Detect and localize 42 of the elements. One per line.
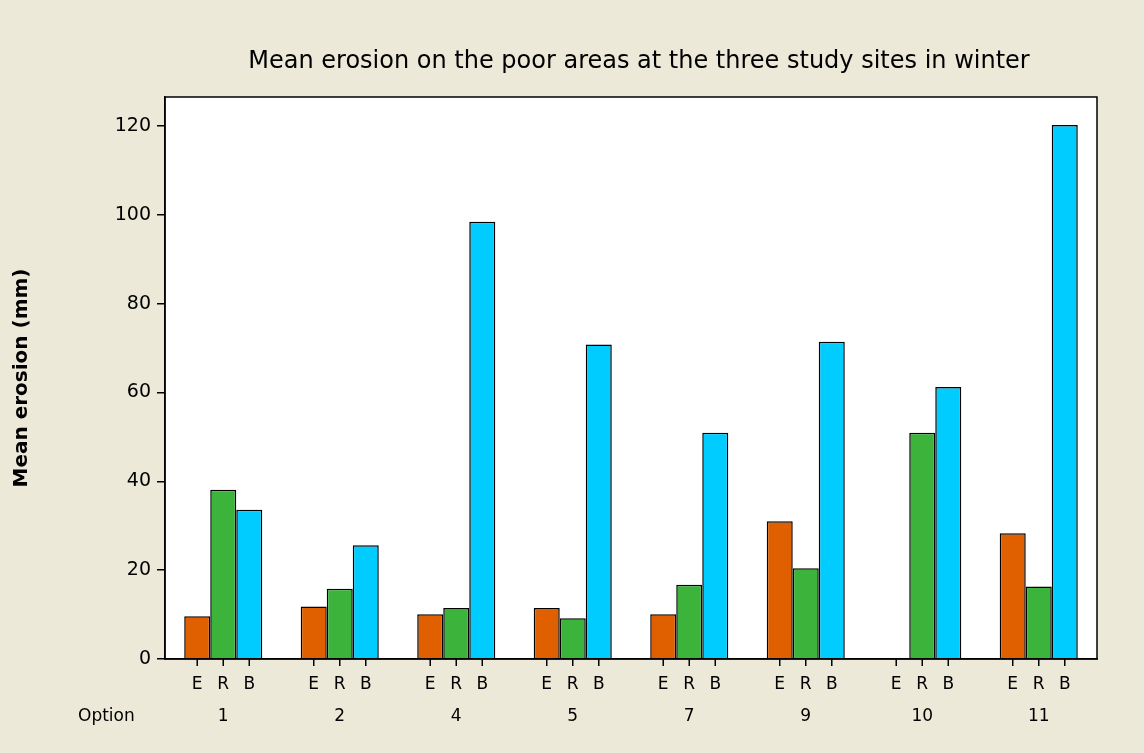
text: E — [541, 672, 553, 693]
y-tick-label: 100 — [114, 201, 151, 224]
text: E — [1007, 672, 1019, 693]
text: B — [1058, 672, 1071, 693]
x-axis-title: Option — [78, 704, 135, 725]
chart-title: Mean erosion on the poor areas at the three study sites in winter — [248, 46, 1030, 75]
x-tick-label: 10 — [911, 704, 934, 725]
text: R — [450, 672, 463, 693]
text: E — [424, 672, 436, 693]
text: R — [333, 672, 346, 693]
text: R — [566, 672, 579, 693]
text: E — [308, 672, 320, 693]
x-tick-label: 7 — [683, 704, 695, 725]
text: R — [683, 672, 696, 693]
text: E — [890, 672, 902, 693]
y-tick-label: 80 — [126, 290, 151, 313]
text: R — [1032, 672, 1045, 693]
series-label: E — [191, 672, 203, 693]
text: B — [359, 672, 372, 693]
series-label: R — [217, 672, 230, 693]
x-tick-label: 9 — [800, 704, 812, 725]
text: R — [916, 672, 929, 693]
x-tick-label: 2 — [334, 704, 346, 725]
text: B — [476, 672, 489, 693]
y-tick-label: 60 — [126, 379, 151, 402]
y-tick-label: 0 — [138, 645, 151, 668]
text: E — [657, 672, 669, 693]
y-axis-title: Mean erosion (mm) — [8, 268, 33, 488]
text: B — [709, 672, 722, 693]
text: R — [799, 672, 812, 693]
text: B — [592, 672, 605, 693]
text: E — [774, 672, 786, 693]
x-tick-label: 4 — [450, 704, 462, 725]
x-tick-label: 11 — [1027, 704, 1050, 725]
y-tick-label: 120 — [114, 112, 151, 135]
x-tick-label: 1 — [217, 704, 229, 725]
y-tick-label: 40 — [126, 468, 151, 491]
y-tick-label: 20 — [126, 557, 151, 580]
text: B — [942, 672, 955, 693]
series-label: B — [243, 672, 256, 693]
x-tick-label: 5 — [567, 704, 579, 725]
text: B — [825, 672, 838, 693]
